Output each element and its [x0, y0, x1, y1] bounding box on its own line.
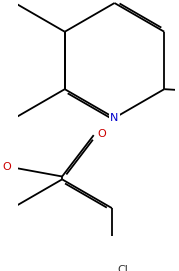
Text: O: O: [3, 162, 11, 172]
Text: Cl: Cl: [117, 265, 128, 271]
Text: N: N: [110, 113, 119, 123]
Text: O: O: [97, 129, 106, 139]
